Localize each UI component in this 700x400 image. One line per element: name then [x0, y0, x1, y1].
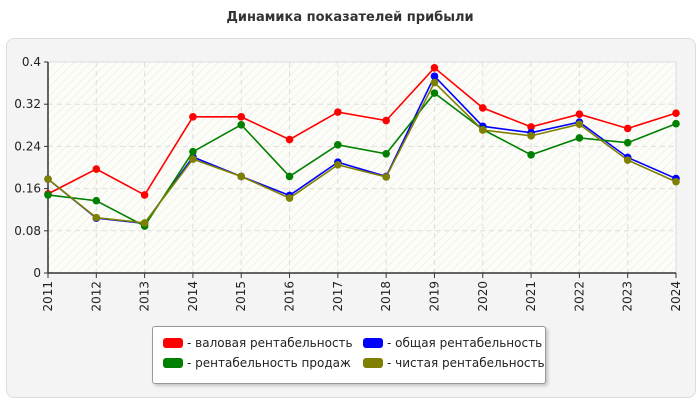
x-tick-label: 2022 [572, 281, 586, 312]
data-point [478, 126, 487, 134]
data-point [672, 109, 680, 117]
data-point [575, 134, 584, 142]
data-point [527, 151, 535, 159]
y-tick-label: 0.4 [22, 55, 41, 69]
y-tick-label: 0.16 [14, 182, 41, 196]
data-point [430, 64, 439, 72]
data-point [285, 172, 294, 181]
x-tick-label: 2021 [524, 281, 538, 312]
data-point [382, 173, 390, 181]
x-tick-label: 2014 [186, 281, 200, 312]
legend-label: - валовая рентабельность [187, 336, 353, 350]
data-point [623, 138, 632, 147]
x-tick-label: 2020 [476, 281, 490, 312]
series-line-0 [47, 66, 677, 196]
data-point [285, 194, 294, 202]
x-tick-label: 2023 [621, 281, 635, 312]
y-tick-label: 0.08 [14, 224, 41, 238]
data-point [189, 113, 197, 121]
data-point [237, 172, 246, 181]
data-point [334, 108, 342, 116]
data-point [140, 219, 149, 227]
legend-label: - рентабельность продаж [187, 356, 351, 370]
y-tick-label: 0 [33, 266, 41, 280]
data-point [527, 123, 535, 131]
data-point [189, 155, 197, 163]
y-tick-label: 0.24 [14, 139, 41, 153]
x-tick-label: 2017 [331, 281, 345, 312]
x-tick-label: 2018 [379, 281, 393, 312]
data-point [92, 165, 101, 173]
legend-label: - общая рентабельность [387, 336, 543, 350]
data-point [92, 196, 101, 205]
chart-title: Динамика показателей прибыли [226, 10, 474, 25]
x-tick-label: 2024 [669, 281, 683, 312]
legend-label: - чистая рентабельность [387, 356, 545, 370]
legend: - валовая рентабельность - общая рентабе… [152, 326, 546, 384]
data-point [430, 72, 439, 81]
x-tick-label: 2016 [283, 281, 297, 312]
data-point [478, 104, 487, 112]
x-tick-label: 2012 [89, 281, 103, 312]
legend-swatch [363, 338, 383, 348]
data-point [623, 124, 632, 133]
legend-swatch [363, 358, 383, 368]
legend-item-net: - чистая рентабельность [363, 356, 545, 370]
legend-swatch [163, 338, 183, 348]
legend-swatch [163, 358, 183, 368]
data-point [575, 120, 584, 129]
x-tick-label: 2013 [138, 281, 152, 312]
legend-item-gross: - валовая рентабельность [163, 336, 353, 350]
data-point [623, 156, 632, 164]
data-point [285, 135, 294, 144]
series-line-3 [47, 81, 677, 224]
data-point [189, 147, 197, 156]
data-point [92, 213, 101, 222]
data-point [237, 120, 246, 129]
data-point [140, 191, 149, 199]
data-point [44, 191, 52, 199]
plot-background [47, 61, 677, 274]
legend-item-sales: - рентабельность продаж [163, 356, 351, 370]
data-point [575, 110, 584, 119]
data-point [334, 141, 342, 149]
data-point [430, 78, 439, 87]
data-point [382, 116, 390, 125]
data-point [334, 161, 342, 169]
data-point [430, 89, 439, 97]
data-point [672, 119, 680, 128]
data-point [672, 177, 680, 186]
series-line-2 [47, 92, 677, 228]
data-point [44, 175, 52, 183]
data-point [382, 149, 390, 158]
data-point [237, 113, 246, 121]
data-point [527, 132, 535, 140]
x-tick-label: 2015 [234, 281, 248, 312]
x-tick-label: 2011 [41, 281, 55, 312]
x-tick-label: 2019 [427, 281, 441, 312]
legend-item-total: - общая рентабельность [363, 336, 542, 350]
y-tick-label: 0.32 [14, 97, 41, 111]
